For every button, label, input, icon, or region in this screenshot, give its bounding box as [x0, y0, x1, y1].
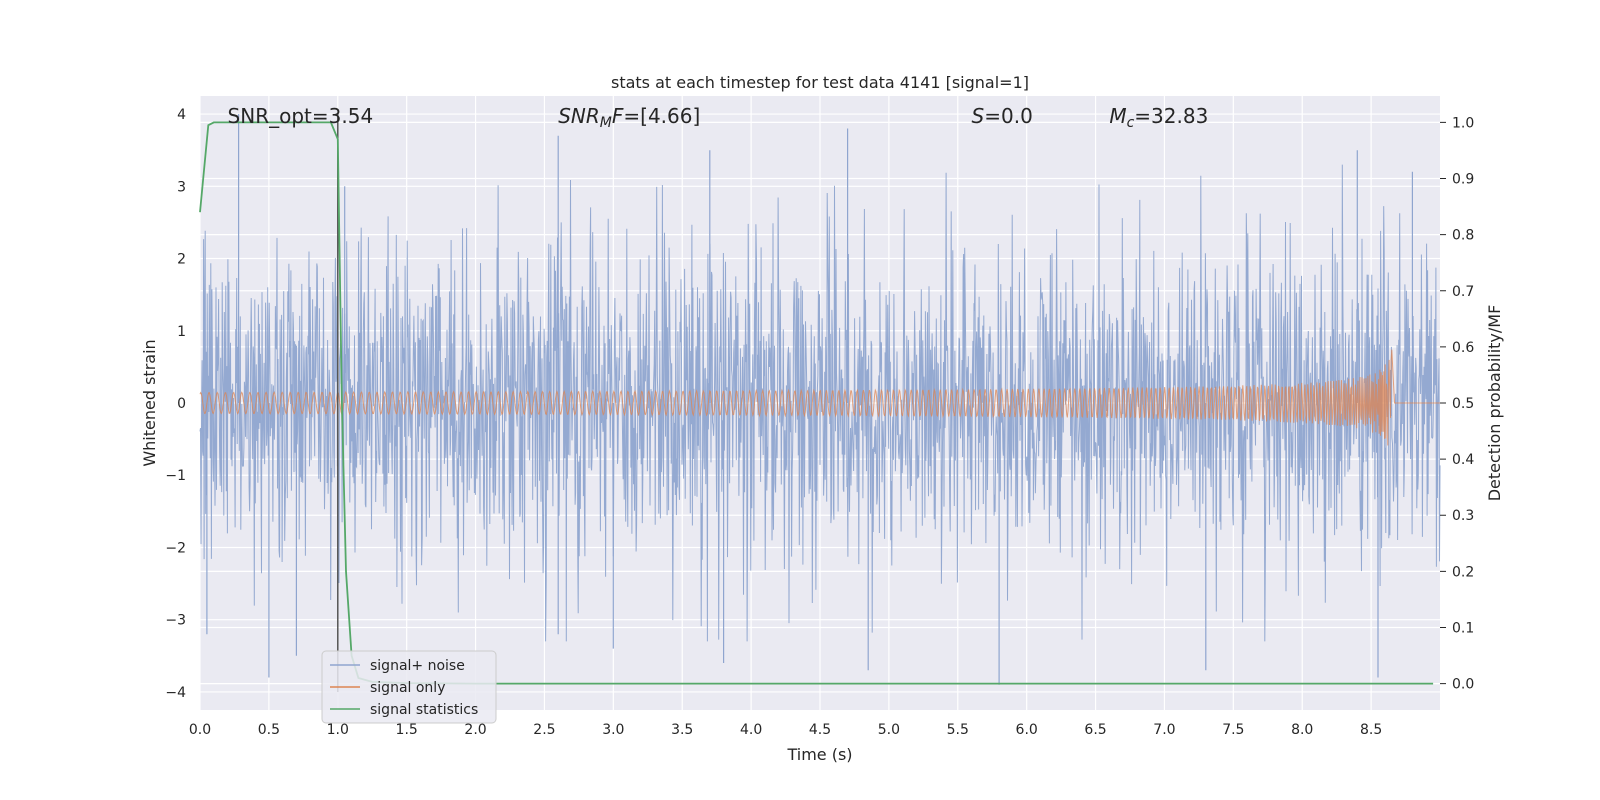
annotation: SNR_opt=3.54: [228, 104, 374, 128]
y2-tick-label: 0.7: [1452, 284, 1474, 300]
y-tick-label: 3: [177, 179, 186, 195]
y2-axis-label: Detection probability/MF: [1485, 305, 1504, 502]
noise-line: [199, 164, 1441, 642]
x-tick-label: 1.0: [327, 722, 349, 738]
x-tick-label: 6.5: [1084, 722, 1106, 738]
y-tick-label: −2: [165, 540, 186, 556]
y2-tick-label: 0.9: [1452, 172, 1474, 188]
y-tick-label: −3: [165, 613, 186, 629]
x-tick-label: 3.0: [602, 722, 624, 738]
y2-tick-label: 0.1: [1452, 620, 1474, 636]
y-axis-label: Whitened strain: [140, 339, 159, 466]
y2-tick-label: 0.3: [1452, 508, 1474, 524]
x-tick-label: 5.5: [947, 722, 969, 738]
y2-tick-label: 0.2: [1452, 564, 1474, 580]
legend-box: [321, 650, 497, 724]
x-tick-label: 1.5: [396, 722, 418, 738]
y2-tick-label: 1.0: [1452, 115, 1474, 131]
x-tick-label: 8.5: [1360, 722, 1382, 738]
x-tick-label: 0.5: [258, 722, 280, 738]
x-tick-label: 6.0: [1016, 722, 1038, 738]
y2-tick-label: 0.5: [1452, 396, 1474, 412]
y2-tick-label: 0.0: [1452, 677, 1474, 693]
x-tick-label: 8.0: [1291, 722, 1313, 738]
legend-label: signal only: [370, 680, 445, 696]
x-tick-label: 0.0: [189, 722, 211, 738]
series-signal-only: [199, 349, 1440, 446]
x-tick-label: 7.5: [1222, 722, 1244, 738]
x-tick-label: 3.5: [671, 722, 693, 738]
legend: signal+ noise signal only signal statistic…: [321, 650, 497, 724]
annotations: SNR_opt=3.54 SNRMF=[4.66] S=0.0 Mc=32.83: [228, 104, 1209, 131]
y-tick-label: 4: [177, 107, 186, 123]
y2-tick-label: 0.8: [1452, 228, 1474, 244]
y-tick-label: 1: [177, 324, 186, 340]
annotation: SNRMF=[4.66]: [558, 104, 700, 131]
x-tick-label: 4.5: [809, 722, 831, 738]
annotation: S=0.0: [972, 104, 1033, 128]
y-tick-labels: −4 −3 −2 −1 0 1 2 3 4: [165, 107, 186, 701]
x-tick-labels: 0.0 0.5 1.0 1.5 2.0 2.5 3.0 3.5 4.0 4.5 5.0 5.5 6.0 6…: [189, 722, 1382, 738]
legend-label: signal+ noise: [370, 658, 465, 674]
y-tick-label: −4: [165, 685, 186, 701]
x-axis-label: Time (s): [786, 745, 852, 764]
y2-tick-label: 0.6: [1452, 340, 1474, 356]
legend-label: signal statistics: [370, 702, 478, 718]
x-tick-label: 2.5: [533, 722, 555, 738]
y-tick-label: −1: [165, 468, 186, 484]
y2-tick-label: 0.4: [1452, 452, 1474, 468]
y-tick-label: 2: [177, 252, 186, 268]
y2-tick-labels: 0.0 0.1 0.2 0.3 0.4 0.5 0.6 0.7 0.8 0.9 1.0: [1440, 115, 1474, 693]
x-tick-label: 4.0: [740, 722, 762, 738]
y-tick-label: 0: [177, 396, 186, 412]
x-tick-label: 2.0: [464, 722, 486, 738]
signal-only-line: [199, 349, 1440, 446]
chart-title: stats at each timestep for test data 414…: [611, 73, 1029, 92]
series-signal-noise: [199, 114, 1441, 685]
noise-peaks: [206, 114, 1413, 685]
annotation: Mc=32.83: [1109, 104, 1208, 131]
x-tick-label: 7.0: [1153, 722, 1175, 738]
x-tick-label: 5.0: [878, 722, 900, 738]
